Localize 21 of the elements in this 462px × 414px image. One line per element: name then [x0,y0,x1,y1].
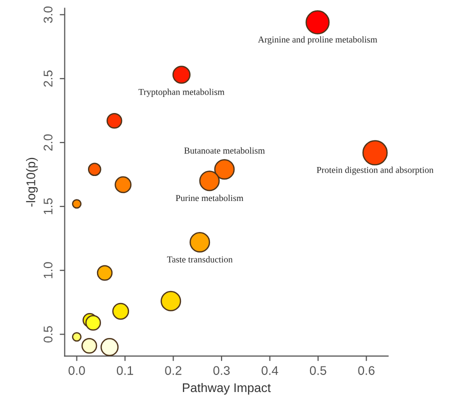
x-tick-label: 0.6 [358,366,374,375]
annotation: Taste transduction [167,256,233,262]
x-tick-label: 0.3 [213,366,230,375]
y-tick-label: 1.0 [44,262,52,278]
y-tick-label: 2.5 [44,70,52,87]
annotation: Butanoate metabolism [184,147,265,154]
x-axis-title: Pathway Impact [182,382,271,395]
y-tick-label: 2.0 [44,134,52,151]
x-tick-label: 0.5 [310,366,326,375]
y-tick-label: 3.0 [44,6,52,23]
annotation: Tryptophan metabolism [138,88,224,97]
annotation: Purine metabolism [176,194,244,202]
x-tick-label: 0.2 [165,366,182,375]
y-tick-label: 1.5 [44,198,52,214]
y-axis-title: -log10(p) [26,158,38,207]
x-tick-label: 0.1 [116,366,134,375]
annotation: Arginine and proline metabolism [258,36,378,44]
x-tick-label: 0.4 [262,366,278,375]
annotation: Protein digestion and absorption [316,166,434,175]
x-tick-label: 0.0 [68,366,85,375]
y-tick-label: 0.5 [44,326,52,343]
